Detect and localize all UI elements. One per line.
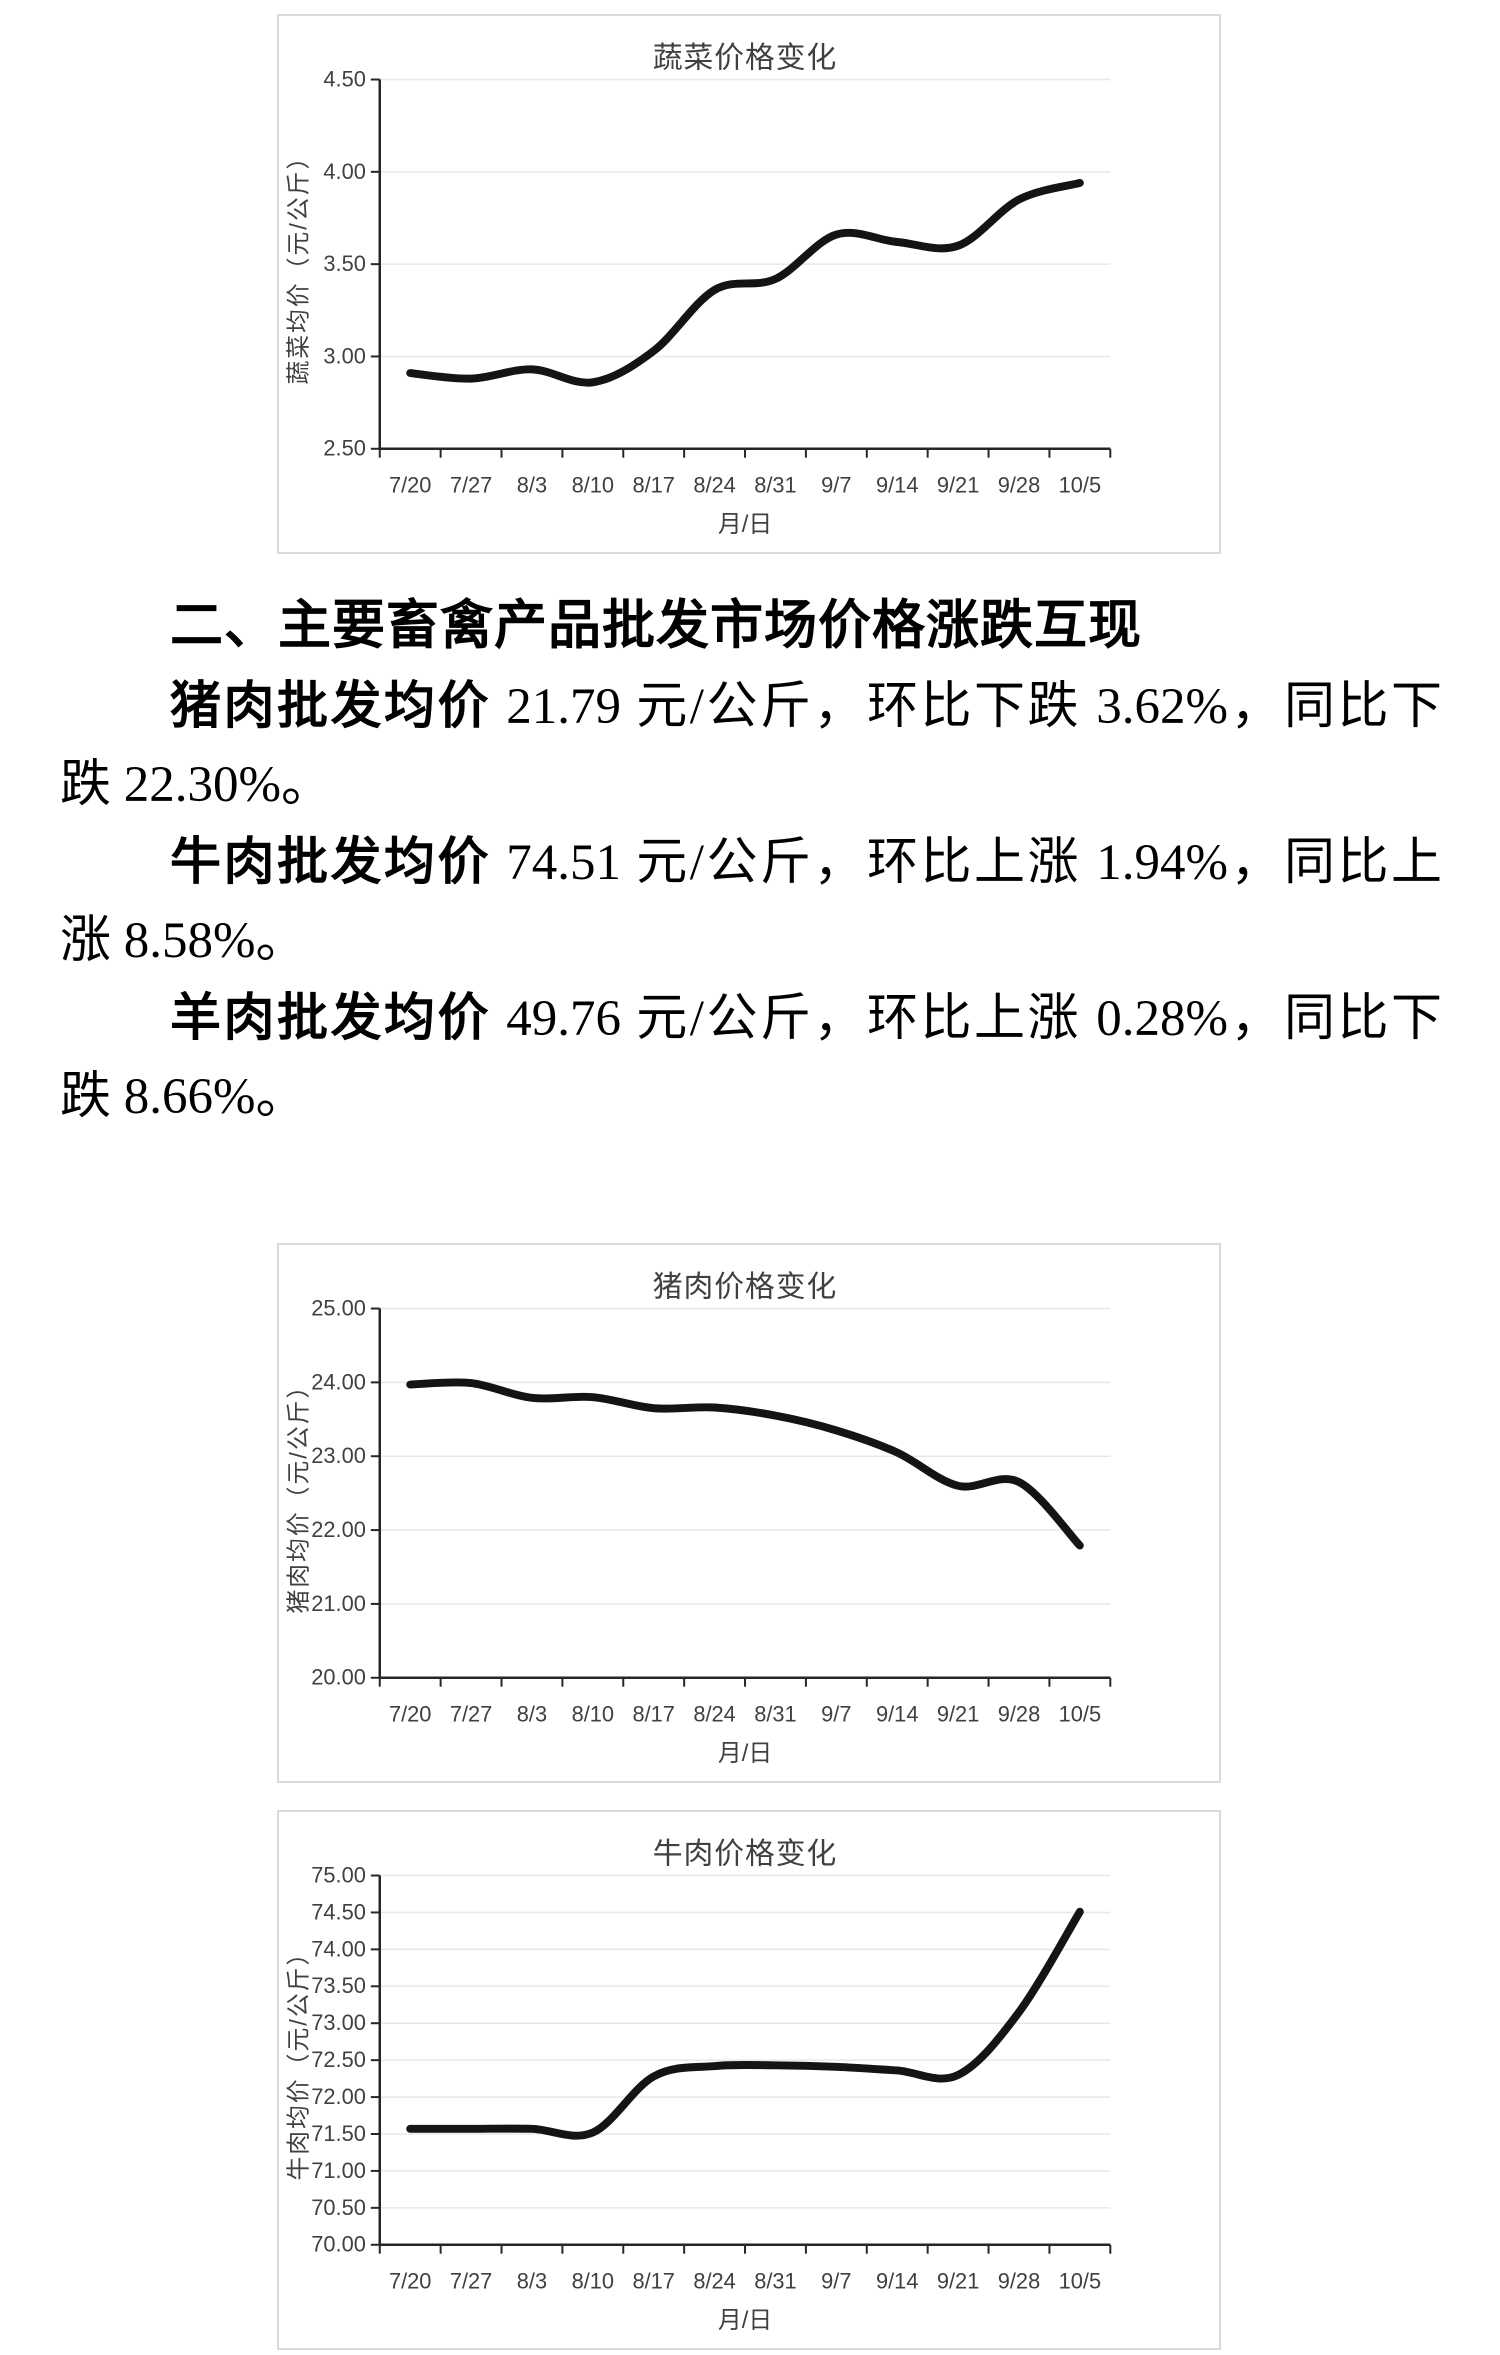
mutton-paragraph-line2: 跌 8.66%。	[60, 1069, 307, 1125]
beef-x-tick-label: 8/3	[517, 2268, 547, 2293]
pork-y-tick-label: 23.00	[311, 1443, 366, 1468]
beef-y-tick-label: 72.50	[311, 2047, 366, 2072]
pork-chart-group: 20.00 21.00 22.00 23.00 24.00 25.00 7/20 7/27 8/…	[285, 1271, 1112, 1767]
beef-y-tick-label: 70.50	[311, 2195, 366, 2220]
vegetable-x-axis-title: 月/日	[718, 511, 772, 538]
vegetable-x-tick-label: 8/10	[572, 472, 614, 497]
mutton-paragraph-lead: 羊肉批发均价	[170, 991, 492, 1047]
vegetable-y-tick-label: 3.00	[323, 343, 365, 368]
beef-x-tick-label: 8/10	[572, 2268, 614, 2293]
vegetable-y-tick-label: 4.50	[323, 66, 365, 91]
vegetable-y-axis-title: 蔬菜均价（元/公斤）	[285, 144, 312, 385]
vegetable-x-tick-label: 10/5	[1059, 472, 1101, 497]
body-text: 二、主要畜禽产品批发市场价格涨跌互现 猪肉批发均价 21.79 元/公斤，环比下…	[60, 584, 1442, 1136]
pork-x-tick-label: 9/14	[876, 1701, 918, 1726]
mutton-paragraph-line1: 羊肉批发均价 49.76 元/公斤，环比上涨 0.28%，同比下	[60, 980, 1442, 1058]
vegetable-x-tick-label: 8/24	[693, 472, 735, 497]
pork-paragraph-line2: 跌 22.30%。	[60, 757, 332, 813]
pork-price-chart: 20.00 21.00 22.00 23.00 24.00 25.00 7/20 7/27 8/…	[277, 1243, 1221, 1783]
mutton-price-paragraph: 羊肉批发均价 49.76 元/公斤，环比上涨 0.28%，同比下 跌 8.66%…	[60, 980, 1442, 1136]
pork-x-tick-label: 9/21	[937, 1701, 979, 1726]
vegetable-y-tick-label: 2.50	[323, 436, 365, 461]
beef-chart-title: 牛肉价格变化	[653, 1838, 838, 1871]
vegetable-y-tick-label: 3.50	[323, 251, 365, 276]
pork-x-tick-label: 9/28	[998, 1701, 1040, 1726]
beef-x-tick-label: 8/24	[693, 2268, 735, 2293]
beef-x-tick-label: 8/31	[754, 2268, 796, 2293]
vegetable-chart-group: 2.50 3.00 3.50 4.00 4.50 7/20 7/27 8/3 8/10 8/17 8…	[285, 42, 1112, 538]
beef-x-axis-title: 月/日	[718, 2307, 772, 2334]
vegetable-x-tick-label: 9/28	[998, 472, 1040, 497]
beef-paragraph-line2: 涨 8.58%。	[60, 913, 307, 969]
vegetable-price-line	[406, 178, 1084, 387]
beef-y-tick-label: 74.00	[311, 1936, 366, 1961]
beef-price-paragraph: 牛肉批发均价 74.51 元/公斤，环比上涨 1.94%，同比上 涨 8.58%…	[60, 824, 1442, 980]
pork-price-paragraph: 猪肉批发均价 21.79 元/公斤，环比下跌 3.62%，同比下 跌 22.30…	[60, 668, 1442, 824]
beef-price-line	[406, 1907, 1084, 2140]
pork-x-tick-label: 9/7	[821, 1701, 851, 1726]
beef-x-tick-label: 9/14	[876, 2268, 918, 2293]
pork-y-tick-label: 21.00	[311, 1591, 366, 1616]
pork-y-tick-label: 24.00	[311, 1369, 366, 1394]
beef-x-tick-label: 9/7	[821, 2268, 851, 2293]
pork-x-axis-title: 月/日	[718, 1740, 772, 1767]
beef-y-tick-label: 72.00	[311, 2084, 366, 2109]
beef-y-tick-label: 71.50	[311, 2121, 366, 2146]
pork-price-line	[406, 1378, 1084, 1550]
vegetable-x-tick-label: 7/20	[389, 472, 431, 497]
pork-x-tick-label: 8/3	[517, 1701, 547, 1726]
pork-x-tick-label: 7/27	[450, 1701, 492, 1726]
vegetable-x-tick-label: 8/17	[632, 472, 674, 497]
pork-y-tick-label: 22.00	[311, 1517, 366, 1542]
vegetable-x-tick-label: 8/3	[517, 472, 547, 497]
vegetable-x-tick-label: 9/7	[821, 472, 851, 497]
pork-chart-title: 猪肉价格变化	[653, 1271, 838, 1304]
pork-price-chart-svg: 20.00 21.00 22.00 23.00 24.00 25.00 7/20 7/27 8/…	[285, 1271, 1112, 1767]
pork-x-tick-label: 8/10	[572, 1701, 614, 1726]
beef-x-tick-label: 10/5	[1059, 2268, 1101, 2293]
pork-y-axis-title: 猪肉均价（元/公斤）	[285, 1373, 312, 1614]
beef-y-tick-label: 75.00	[311, 1862, 366, 1887]
pork-y-tick-label: 20.00	[311, 1665, 366, 1690]
pork-y-tick-label: 25.00	[311, 1295, 366, 1320]
beef-x-tick-label: 7/27	[450, 2268, 492, 2293]
beef-y-tick-label: 71.00	[311, 2158, 366, 2183]
mutton-paragraph-rest: 49.76 元/公斤，环比上涨 0.28%，同比下	[491, 991, 1442, 1047]
pork-paragraph-rest: 21.79 元/公斤，环比下跌 3.62%，同比下	[491, 679, 1442, 735]
beef-x-tick-label: 9/28	[998, 2268, 1040, 2293]
section-heading: 二、主要畜禽产品批发市场价格涨跌互现	[170, 596, 1142, 655]
beef-y-tick-label: 70.00	[311, 2232, 366, 2257]
beef-x-tick-label: 9/21	[937, 2268, 979, 2293]
pork-x-tick-label: 10/5	[1059, 1701, 1101, 1726]
beef-paragraph-line1: 牛肉批发均价 74.51 元/公斤，环比上涨 1.94%，同比上	[60, 824, 1442, 902]
vegetable-price-chart: 2.50 3.00 3.50 4.00 4.50 7/20 7/27 8/3 8/10 8/17 8…	[277, 14, 1221, 554]
vegetable-y-tick-label: 4.00	[323, 159, 365, 184]
pork-x-tick-label: 8/17	[632, 1701, 674, 1726]
pork-x-tick-label: 8/24	[693, 1701, 735, 1726]
beef-paragraph-lead: 牛肉批发均价	[170, 835, 492, 891]
beef-y-axis-title: 牛肉均价（元/公斤）	[285, 1940, 312, 2181]
vegetable-x-tick-label: 7/27	[450, 472, 492, 497]
vegetable-x-tick-label: 9/14	[876, 472, 918, 497]
vegetable-x-tick-label: 9/21	[937, 472, 979, 497]
vegetable-x-tick-label: 8/31	[754, 472, 796, 497]
beef-y-tick-label: 73.00	[311, 2010, 366, 2035]
pork-x-tick-label: 8/31	[754, 1701, 796, 1726]
pork-x-tick-label: 7/20	[389, 1701, 431, 1726]
pork-paragraph-line1: 猪肉批发均价 21.79 元/公斤，环比下跌 3.62%，同比下	[60, 668, 1442, 746]
beef-x-tick-label: 7/20	[389, 2268, 431, 2293]
beef-y-tick-label: 74.50	[311, 1899, 366, 1924]
vegetable-price-chart-svg: 2.50 3.00 3.50 4.00 4.50 7/20 7/27 8/3 8/10 8/17 8…	[285, 42, 1112, 538]
beef-x-tick-label: 8/17	[632, 2268, 674, 2293]
beef-price-chart: 70.00 70.50 71.00 71.50 72.00 72.50 73.00 73.50…	[277, 1810, 1221, 2350]
pork-paragraph-lead: 猪肉批发均价	[170, 679, 492, 735]
vegetable-chart-title: 蔬菜价格变化	[653, 42, 838, 75]
beef-paragraph-rest: 74.51 元/公斤，环比上涨 1.94%，同比上	[491, 835, 1442, 891]
beef-chart-group: 70.00 70.50 71.00 71.50 72.00 72.50 73.00 73.50…	[285, 1838, 1112, 2334]
beef-price-chart-svg: 70.00 70.50 71.00 71.50 72.00 72.50 73.00 73.50…	[285, 1838, 1112, 2334]
beef-y-tick-label: 73.50	[311, 1973, 366, 1998]
